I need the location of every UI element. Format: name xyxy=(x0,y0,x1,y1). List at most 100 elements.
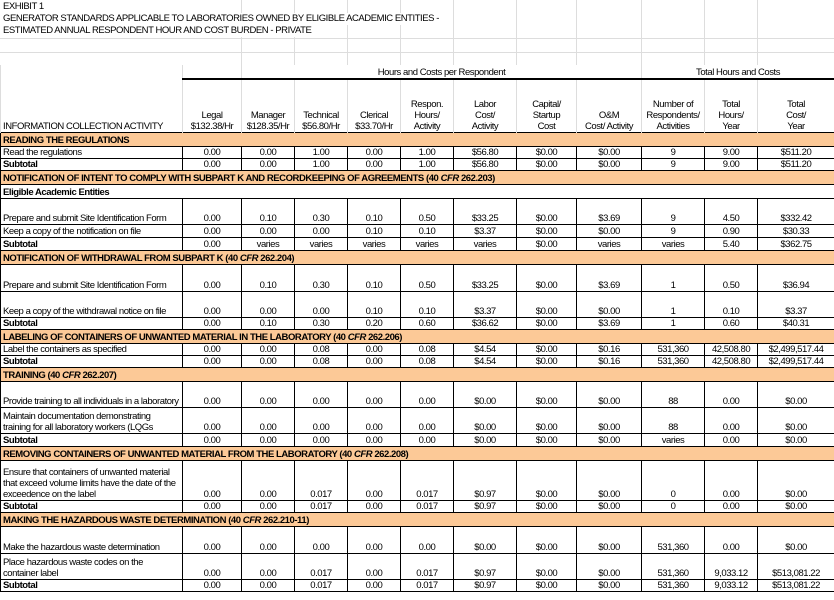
table-row: Read the regulations 0.00 0.00 1.00 0.00 1.00… xyxy=(0,146,834,159)
cell-total-hours: 9.00 xyxy=(704,146,759,159)
table-row: Label the containers as specified 0.00 0.0… xyxy=(0,343,834,356)
cell-labor-cost: $0.00 xyxy=(453,381,517,408)
cell-respon-hours: 0.017 xyxy=(400,460,454,501)
cell-manager: 0.10 xyxy=(241,317,295,330)
cell-technical: 0.00 xyxy=(294,291,348,318)
subtotal-label: Subtotal xyxy=(0,579,183,592)
column-header-manager: Manager $128.35/Hr xyxy=(241,79,295,133)
cell-legal: 0.00 xyxy=(182,146,242,159)
cell-total-cost: $0.00 xyxy=(757,526,834,554)
subtotal-row: Subtotal 0.00 0.00 0.08 0.00 0.08 $4.54 $0.00 $0… xyxy=(0,355,834,368)
cell-om-cost: $0.00 xyxy=(575,158,643,171)
section-header: READING THE REGULATIONS xyxy=(0,132,834,147)
column-header-technical: Technical $56.80/Hr xyxy=(294,79,348,133)
activity-label: Make the hazardous waste determination xyxy=(0,526,183,554)
activity-label: Provide training to all individuals in a… xyxy=(0,381,183,408)
section-title: TRAINING (40 CFR 262.207) xyxy=(0,367,834,382)
section-title-pre: READING THE REGULATIONS xyxy=(3,135,130,146)
table-row: Prepare and submit Site Identification F… xyxy=(0,198,834,225)
cell-om-cost: $0.16 xyxy=(575,355,643,368)
subtotal-row: Subtotal 0.00 0.10 0.30 0.20 0.60 $36.62 $0.00 $… xyxy=(0,317,834,330)
cell-labor-cost: $0.97 xyxy=(453,553,517,580)
cell-clerical: 0.00 xyxy=(347,146,401,159)
cell-capital-cost: $0.00 xyxy=(516,237,577,251)
cell-om-cost: $0.00 xyxy=(575,500,643,513)
cell-om-cost: $0.00 xyxy=(575,291,643,318)
cell-clerical: 0.20 xyxy=(347,317,401,330)
cell-labor-cost: $0.00 xyxy=(453,526,517,554)
activity-label: Keep a copy of the withdrawal notice on … xyxy=(0,291,183,318)
subheading-row: Eligible Academic Entities xyxy=(0,184,834,199)
header-group-per-respondent: Hours and Costs per Respondent xyxy=(240,65,643,80)
cell-total-hours: 0.00 xyxy=(704,433,759,447)
exhibit-title: GENERATOR STANDARDS APPLICABLE TO LABORA… xyxy=(3,13,439,25)
cell-labor-cost: $36.62 xyxy=(453,317,517,330)
cell-labor-cost: $33.25 xyxy=(453,198,517,225)
cell-total-cost: $0.00 xyxy=(757,381,834,408)
cell-respondents: 9 xyxy=(641,158,706,171)
cell-legal: 0.00 xyxy=(182,224,242,238)
column-header-total-hours: Total Hours/ Year xyxy=(704,79,759,133)
cell-respondents: 9 xyxy=(641,224,706,238)
table-row: Make the hazardous waste determination 0.… xyxy=(0,526,834,554)
cell-total-hours: 0.00 xyxy=(704,407,759,434)
cell-om-cost: $0.00 xyxy=(575,579,643,592)
cell-respon-hours: 0.60 xyxy=(400,317,454,330)
cell-legal: 0.00 xyxy=(182,198,242,225)
cell-total-hours: 5.40 xyxy=(704,237,759,251)
cell-labor-cost: $4.54 xyxy=(453,343,517,356)
section-title: READING THE REGULATIONS xyxy=(0,132,834,147)
cell-total-cost: $332.42 xyxy=(757,198,834,225)
cell-om-cost: $3.69 xyxy=(575,317,643,330)
column-header-respondents: Number of Respondents/ Activities xyxy=(641,79,706,133)
section-title-cfr: CFR xyxy=(353,449,373,460)
section-title-cfr: CFR xyxy=(62,370,81,381)
cell-technical: 0.00 xyxy=(294,526,348,554)
header-group-row: Hours and Costs per Respondent Total Hou… xyxy=(0,65,834,80)
section-header: MAKING THE HAZARDOUS WASTE DETERMINATION… xyxy=(0,512,834,527)
section-title-post: 262.210-11) xyxy=(260,515,309,526)
table-row: Ensure that containers of unwanted mater… xyxy=(0,460,834,501)
cell-legal: 0.00 xyxy=(182,579,242,592)
cell-manager: 0.00 xyxy=(241,433,295,447)
section-title-pre: TRAINING (40 xyxy=(3,370,63,381)
section-title-post: 262.206) xyxy=(365,332,402,343)
cell-manager: 0.00 xyxy=(241,146,295,159)
subtotal-label: Subtotal xyxy=(0,433,183,447)
section-title-post: 262.203) xyxy=(458,173,495,184)
cell-total-hours: 42,508.80 xyxy=(704,355,759,368)
cell-clerical: 0.00 xyxy=(347,433,401,447)
cell-labor-cost: $0.00 xyxy=(453,433,517,447)
cell-manager: 0.00 xyxy=(241,579,295,592)
cell-respondents: 88 xyxy=(641,407,706,434)
activity-label: Maintain documentation demonstrating tra… xyxy=(0,407,183,434)
cell-manager: 0.00 xyxy=(241,500,295,513)
exhibit-title-block: EXHIBIT 1 GENERATOR STANDARDS APPLICABLE… xyxy=(0,0,834,65)
section-title-pre: NOTIFICATION OF INTENT TO COMPLY WITH SU… xyxy=(3,173,441,184)
cell-technical: 0.00 xyxy=(294,224,348,238)
cell-respon-hours: 0.50 xyxy=(400,264,454,292)
cell-respon-hours: 0.00 xyxy=(400,407,454,434)
column-header-total-cost: Total Cost/ Year xyxy=(757,79,834,133)
cell-capital-cost: $0.00 xyxy=(516,291,577,318)
subtotal-label: Subtotal xyxy=(0,355,183,368)
cell-technical: 0.017 xyxy=(294,579,348,592)
cell-clerical: 0.00 xyxy=(347,460,401,501)
cell-respon-hours: 0.08 xyxy=(400,343,454,356)
cell-clerical: 0.00 xyxy=(347,526,401,554)
cell-respondents: 0 xyxy=(641,500,706,513)
cell-capital-cost: $0.00 xyxy=(516,264,577,292)
burden-table: Hours and Costs per Respondent Total Hou… xyxy=(0,65,834,592)
section-title: LABELING OF CONTAINERS OF UNWANTED MATER… xyxy=(0,329,834,344)
exhibit-label: EXHIBIT 1 xyxy=(3,1,44,13)
cell-respon-hours: 0.017 xyxy=(400,579,454,592)
section-header: NOTIFICATION OF INTENT TO COMPLY WITH SU… xyxy=(0,170,834,185)
cell-legal: 0.00 xyxy=(182,158,242,171)
cell-respondents: 531,360 xyxy=(641,355,706,368)
cell-legal: 0.00 xyxy=(182,355,242,368)
cell-respondents: 1 xyxy=(641,317,706,330)
cell-respondents: 531,360 xyxy=(641,579,706,592)
cell-total-cost: $2,499,517.44 xyxy=(757,343,834,356)
cell-total-hours: 0.60 xyxy=(704,317,759,330)
column-header-capital-cost: Capital/ Startup Cost xyxy=(516,79,577,133)
